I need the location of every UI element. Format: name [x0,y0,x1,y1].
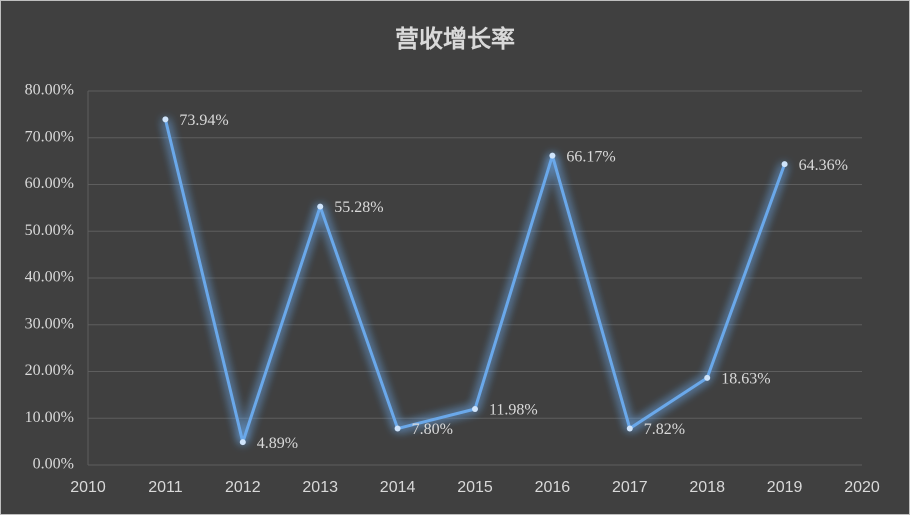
data-label: 55.28% [334,199,383,216]
x-tick-label: 2019 [767,479,803,496]
x-tick-label: 2020 [844,479,880,496]
data-point [472,405,478,412]
data-label: 64.36% [799,157,848,174]
data-label: 7.80% [412,421,453,438]
data-point [704,374,711,381]
x-tick-label: 2010 [70,479,106,496]
data-point [626,425,633,432]
x-tick-label: 2015 [457,479,493,496]
y-tick-label: 20.00% [25,362,74,379]
data-label: 73.94% [179,112,228,129]
data-label: 66.17% [566,148,615,165]
data-label: 4.89% [257,435,298,452]
y-tick-label: 70.00% [25,128,74,145]
chart-title: 营收增长率 [395,25,515,53]
x-tick-label: 2018 [689,479,725,496]
y-tick-label: 40.00% [25,269,74,286]
y-tick-label: 0.00% [33,456,74,473]
x-tick-label: 2012 [225,479,261,496]
data-point [549,152,556,159]
data-label: 7.82% [644,421,685,438]
data-label: 11.98% [489,402,538,419]
y-tick-label: 30.00% [25,315,74,332]
y-tick-label: 50.00% [25,222,74,239]
x-tick-label: 2013 [302,479,338,496]
y-tick-label: 80.00% [25,82,74,99]
data-point [781,161,788,168]
y-tick-label: 60.00% [25,175,74,192]
data-point [162,116,169,123]
y-tick-label: 10.00% [25,409,74,426]
data-label: 18.63% [721,371,770,388]
data-point [239,439,246,446]
x-tick-label: 2016 [535,479,571,496]
data-point [317,203,324,210]
x-tick-label: 2017 [612,479,648,496]
data-point [394,425,401,432]
x-tick-label: 2014 [380,479,416,496]
x-tick-label: 2011 [148,479,183,496]
